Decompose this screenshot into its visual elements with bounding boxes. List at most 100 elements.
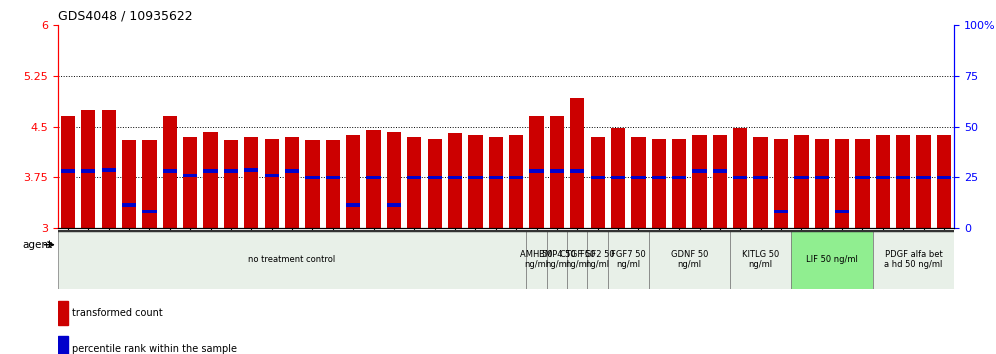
- Text: GDS4048 / 10935622: GDS4048 / 10935622: [58, 9, 192, 22]
- Bar: [713, 169, 727, 173]
- Bar: [875, 135, 890, 228]
- Bar: [591, 176, 605, 179]
- Bar: [102, 110, 116, 228]
- Bar: [651, 176, 666, 179]
- Bar: [82, 169, 96, 173]
- Bar: [631, 137, 645, 228]
- Bar: [448, 176, 462, 179]
- Bar: [489, 137, 503, 228]
- Bar: [326, 176, 340, 179]
- Bar: [122, 203, 136, 207]
- Bar: [754, 137, 768, 228]
- Text: BMP4 50
ng/ml: BMP4 50 ng/ml: [539, 250, 576, 269]
- Bar: [183, 174, 197, 177]
- Bar: [937, 176, 951, 179]
- Bar: [265, 139, 279, 228]
- Bar: [733, 176, 747, 179]
- Bar: [346, 135, 361, 228]
- Bar: [815, 176, 829, 179]
- Bar: [835, 139, 850, 228]
- Bar: [162, 116, 177, 228]
- Bar: [733, 128, 747, 228]
- Bar: [754, 176, 768, 179]
- Bar: [856, 176, 870, 179]
- Bar: [713, 135, 727, 228]
- Bar: [285, 137, 299, 228]
- Bar: [774, 139, 788, 228]
- Bar: [567, 230, 588, 289]
- Bar: [550, 116, 564, 228]
- Bar: [427, 176, 442, 179]
- Bar: [244, 137, 258, 228]
- Bar: [468, 135, 482, 228]
- Bar: [547, 230, 567, 289]
- Bar: [367, 130, 380, 228]
- Text: KITLG 50
ng/ml: KITLG 50 ng/ml: [742, 250, 779, 269]
- Bar: [61, 169, 75, 173]
- Bar: [224, 169, 238, 173]
- Bar: [102, 168, 116, 172]
- Bar: [794, 176, 809, 179]
- Bar: [611, 176, 625, 179]
- Bar: [142, 140, 156, 228]
- Bar: [791, 230, 872, 289]
- Bar: [61, 116, 75, 228]
- Text: AMH 50
ng/ml: AMH 50 ng/ml: [520, 250, 553, 269]
- Bar: [611, 128, 625, 228]
- Bar: [203, 132, 218, 228]
- Bar: [896, 135, 910, 228]
- Bar: [530, 169, 544, 173]
- Text: FGF7 50
ng/ml: FGF7 50 ng/ml: [611, 250, 645, 269]
- Bar: [386, 132, 401, 228]
- Bar: [692, 169, 706, 173]
- Bar: [815, 139, 829, 228]
- Bar: [448, 133, 462, 228]
- Bar: [367, 176, 380, 179]
- Text: percentile rank within the sample: percentile rank within the sample: [73, 344, 237, 354]
- Bar: [692, 135, 706, 228]
- Bar: [407, 137, 421, 228]
- Bar: [265, 174, 279, 177]
- Bar: [203, 169, 218, 173]
- Bar: [306, 176, 320, 179]
- Bar: [58, 301, 68, 325]
- Bar: [509, 176, 523, 179]
- Bar: [58, 336, 68, 354]
- Text: FGF2 50
ng/ml: FGF2 50 ng/ml: [581, 250, 615, 269]
- Bar: [651, 139, 666, 228]
- Bar: [591, 137, 605, 228]
- Bar: [244, 168, 258, 172]
- Text: transformed count: transformed count: [73, 308, 163, 318]
- Text: no treatment control: no treatment control: [248, 255, 336, 264]
- Bar: [896, 176, 910, 179]
- Bar: [648, 230, 730, 289]
- Bar: [122, 140, 136, 228]
- Bar: [608, 230, 648, 289]
- Bar: [588, 230, 608, 289]
- Bar: [58, 230, 526, 289]
- Bar: [326, 140, 340, 228]
- Text: GDNF 50
ng/ml: GDNF 50 ng/ml: [670, 250, 708, 269]
- Bar: [774, 210, 788, 213]
- Bar: [489, 176, 503, 179]
- Bar: [386, 203, 401, 207]
- Bar: [570, 169, 585, 173]
- Bar: [530, 116, 544, 228]
- Bar: [916, 176, 930, 179]
- Text: agent: agent: [23, 240, 53, 250]
- Bar: [183, 137, 197, 228]
- Bar: [570, 98, 585, 228]
- Bar: [856, 139, 870, 228]
- Text: LIF 50 ng/ml: LIF 50 ng/ml: [806, 255, 858, 264]
- Bar: [407, 176, 421, 179]
- Bar: [224, 140, 238, 228]
- Bar: [835, 210, 850, 213]
- Bar: [468, 176, 482, 179]
- Text: CTGF 50
ng/ml: CTGF 50 ng/ml: [560, 250, 595, 269]
- Bar: [916, 135, 930, 228]
- Bar: [346, 203, 361, 207]
- Bar: [509, 135, 523, 228]
- Text: PDGF alfa bet
a hd 50 ng/ml: PDGF alfa bet a hd 50 ng/ml: [884, 250, 942, 269]
- Bar: [142, 210, 156, 213]
- Bar: [631, 176, 645, 179]
